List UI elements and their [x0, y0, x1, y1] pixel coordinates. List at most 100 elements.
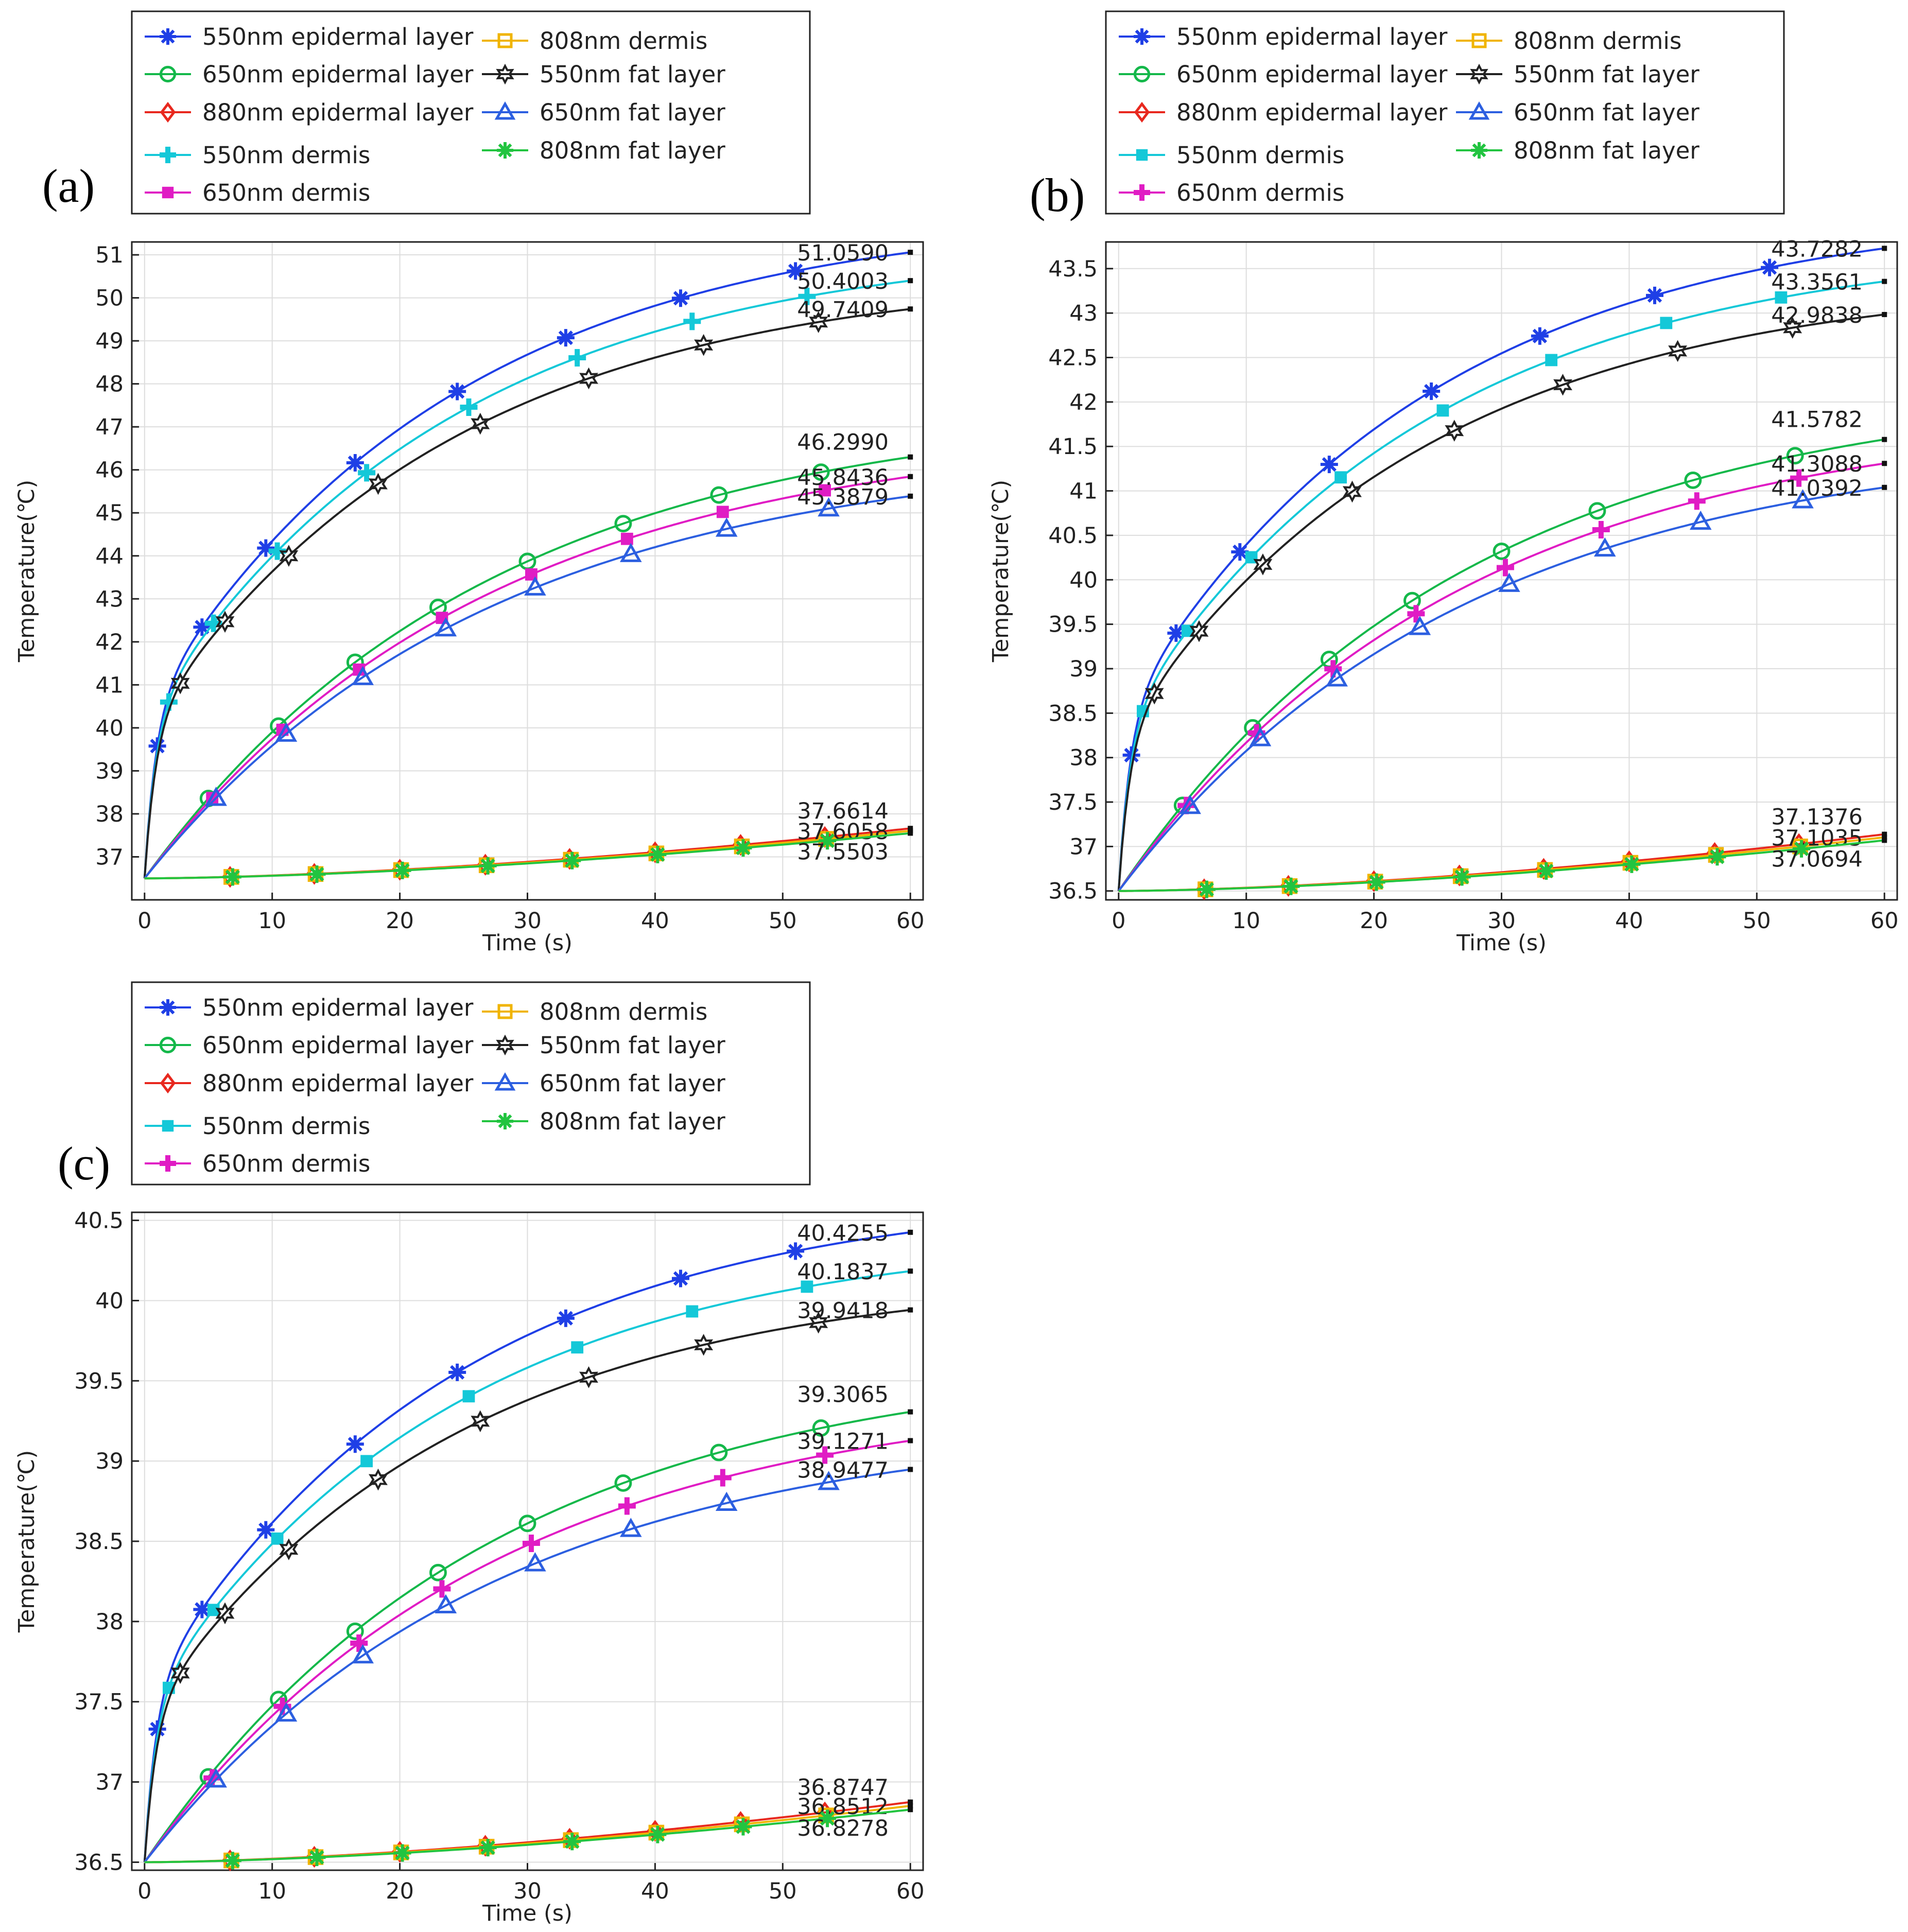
data-point [1231, 543, 1249, 561]
legend-label: 550nm dermis [202, 142, 370, 169]
data-point [816, 1446, 834, 1464]
y-tick-label: 40.5 [74, 1208, 124, 1234]
series-550nm-epidermal-layer: 40.4255 [143, 1221, 913, 1863]
data-point [518, 1515, 536, 1533]
data-point [686, 1305, 699, 1318]
data-point [557, 329, 575, 347]
data-point [620, 532, 633, 545]
y-tick-label: 37.5 [74, 1690, 124, 1715]
x-axis-label: Time (s) [482, 930, 573, 956]
y-axis-label: Temperature(℃) [14, 480, 40, 663]
series-650nm-epidermal-layer: 46.2990 [144, 430, 913, 879]
data-point [1198, 880, 1216, 898]
data-point [798, 287, 816, 305]
x-tick-label: 40 [641, 1878, 669, 1904]
data-point [1645, 286, 1663, 304]
legend-item: 650nm dermis [145, 1150, 370, 1177]
legend-label: 650nm dermis [202, 179, 370, 206]
y-tick-label: 41 [1069, 479, 1098, 504]
data-point [618, 1497, 636, 1515]
series-line [144, 456, 911, 879]
legend: 550nm epidermal layer 650nm epidermal lay… [131, 10, 811, 215]
x-tick-label: 20 [1360, 908, 1388, 934]
data-point [1326, 667, 1348, 687]
y-tick-label: 40 [1069, 567, 1098, 593]
data-point [160, 693, 178, 711]
axes-frame [131, 241, 924, 901]
legend-label: 880nm epidermal layer [1176, 99, 1448, 126]
data-point [1775, 291, 1788, 304]
y-tick-label: 39.5 [1048, 612, 1098, 638]
series-line [143, 251, 911, 879]
legend-item: 650nm fat layer [482, 99, 725, 126]
legend-item: 808nm dermis [482, 998, 707, 1025]
data-point [275, 1702, 298, 1722]
data-point [1423, 382, 1441, 400]
data-point [694, 1334, 713, 1356]
legend-marker [497, 1004, 513, 1019]
end-point-marker [1882, 461, 1887, 466]
series-line [144, 1808, 911, 1864]
data-point [734, 839, 752, 857]
data-point [393, 861, 411, 879]
legend: 550nm epidermal layer 650nm epidermal lay… [1105, 10, 1785, 215]
data-point [429, 1563, 447, 1581]
data-point [812, 1419, 830, 1437]
y-tick-label: 46 [95, 458, 124, 483]
data-point [716, 506, 729, 518]
data-point [1684, 471, 1702, 489]
legend-label: 880nm epidermal layer [202, 1070, 474, 1097]
end-point-marker [908, 1438, 913, 1443]
legend-marker [1470, 63, 1488, 85]
data-point [614, 1474, 632, 1492]
legend-item: 808nm fat layer [482, 1108, 725, 1135]
y-tick-label: 39 [1069, 656, 1098, 682]
data-point [215, 1602, 235, 1625]
y-tick-label: 49 [95, 328, 124, 354]
legend-marker [496, 63, 514, 85]
data-point [346, 1622, 364, 1640]
legend-marker [160, 147, 176, 163]
data-point [1498, 572, 1520, 592]
data-point [257, 1521, 275, 1539]
y-tick-label: 37 [1069, 834, 1098, 860]
x-tick-label: 30 [513, 908, 542, 934]
legend-marker [1471, 142, 1487, 159]
legend-item: 650nm dermis [145, 179, 370, 206]
x-tick-label: 40 [1615, 908, 1643, 934]
end-point-marker [908, 250, 913, 255]
end-value-label: 50.4003 [797, 269, 889, 294]
data-point [1545, 354, 1558, 367]
end-value-label: 37.0694 [1771, 846, 1863, 872]
end-value-label: 45.8436 [797, 465, 889, 491]
y-tick-label: 39 [95, 758, 124, 784]
data-point [524, 1552, 546, 1572]
legend-label: 550nm dermis [202, 1112, 370, 1140]
legend-item: 808nm dermis [482, 27, 707, 55]
data-point [614, 515, 632, 533]
x-tick-label: 40 [641, 908, 669, 934]
legend-marker [1468, 101, 1490, 120]
end-value-label: 45.3879 [797, 484, 889, 510]
legend-label: 650nm fat layer [540, 99, 725, 126]
data-point [1708, 848, 1726, 866]
y-axis-label: Temperature(℃) [14, 1450, 40, 1633]
series-line [143, 280, 911, 879]
x-tick-label: 50 [1743, 908, 1771, 934]
end-point-marker [908, 1803, 913, 1808]
x-tick-label: 50 [769, 908, 797, 934]
data-point [568, 349, 586, 367]
data-point [522, 1534, 540, 1552]
data-point [170, 672, 190, 694]
data-point [1181, 624, 1194, 637]
data-point [1660, 317, 1673, 329]
x-tick-label: 20 [386, 1878, 414, 1904]
y-tick-label: 42 [95, 630, 124, 655]
y-tick-label: 43.5 [1048, 256, 1098, 282]
series-808nm-fat-layer: 36.8278 [144, 1807, 913, 1870]
legend-item: 550nm dermis [1119, 142, 1344, 169]
end-value-label: 37.5503 [797, 840, 889, 865]
legend-item: 808nm fat layer [1456, 137, 1699, 164]
y-tick-label: 36.5 [1048, 879, 1098, 904]
end-point-marker [908, 278, 913, 284]
